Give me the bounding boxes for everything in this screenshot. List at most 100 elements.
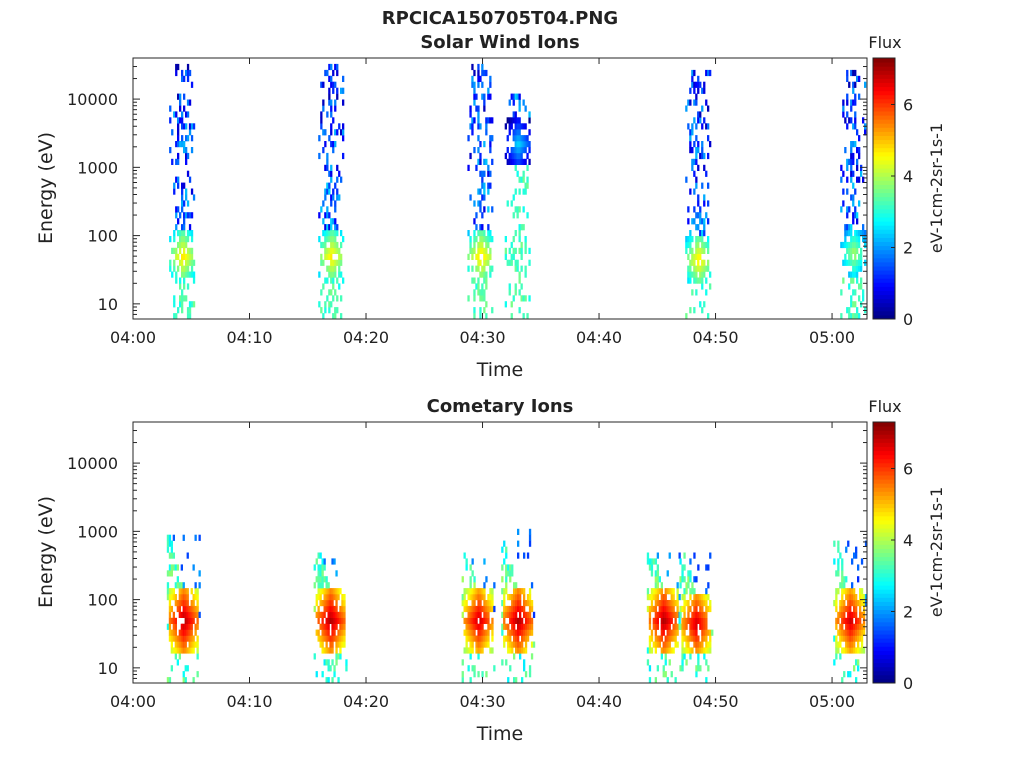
heatmap-cell [528,611,532,618]
heatmap-cell [683,552,686,559]
heatmap-cell [318,212,321,219]
heatmap-cell [320,117,323,124]
heatmap-cell [483,295,486,302]
colorbar-label: eV-1cm-2sr-1s-1 [927,487,946,617]
heatmap-cell [491,206,494,213]
heatmap-cell [177,176,180,183]
heatmap-cell [463,629,466,636]
heatmap-cell [842,111,845,118]
heatmap-cell [674,617,677,624]
colorbar-segment [873,670,895,676]
heatmap-cell [685,617,688,624]
heatmap-cell [477,283,480,290]
heatmap-cell [843,605,846,613]
heatmap-cells-solar-wind [169,63,867,320]
heatmap-cell [860,164,863,171]
heatmap-cell [656,623,659,630]
heatmap-cell [848,259,851,266]
heatmap-cell [326,182,329,189]
heatmap-cell [701,152,704,160]
heatmap-cell [475,588,478,595]
heatmap-cell [325,576,328,583]
heatmap-cell [687,617,690,624]
heatmap-cell [701,236,704,243]
heatmap-cell [326,164,329,171]
heatmap-cell [839,629,842,636]
heatmap-cell [179,295,182,302]
heatmap-cell [835,588,838,595]
heatmap-cell [471,635,474,642]
heatmap-cell [182,647,185,654]
heatmap-cell [518,277,521,284]
heatmap-cell [181,135,184,142]
heatmap-cell [701,277,704,284]
heatmap-cell [844,241,847,249]
heatmap-cell [707,594,710,601]
heatmap-cell [337,653,340,660]
heatmap-cell [707,241,710,249]
heatmap-cell [650,570,654,577]
heatmap-cell [188,123,192,130]
panel-solar-wind: Solar Wind Ions 04:00 04:10 04:20 04:30 04:4… [35,32,946,381]
heatmap-cell [518,123,521,130]
heatmap-cell [859,647,862,654]
heatmap-cell [862,117,865,124]
heatmap-cell [521,588,524,595]
heatmap-cell [685,641,688,648]
heatmap-cell [670,647,673,654]
heatmap-cell [695,135,698,142]
heatmap-cell [477,629,480,636]
heatmap-cell [691,582,694,589]
heatmap-cell [317,635,320,642]
heatmap-cell [179,212,182,219]
heatmap-cell [528,605,532,613]
heatmap-cell [689,147,692,154]
heatmap-cell [699,594,702,601]
heatmap-cell [850,253,853,260]
heatmap-cell [512,135,515,142]
heatmap-cell [174,564,177,571]
heatmap-cell [493,605,496,613]
heatmap-cell [852,241,855,249]
heatmap-cell [461,594,464,601]
colorbar-segment [873,528,895,533]
heatmap-cell [666,635,669,642]
heatmap-cell [862,617,866,624]
heatmap-cell [324,129,327,136]
heatmap-cell [837,611,840,618]
heatmap-cell [681,594,684,601]
heatmap-cell [477,647,480,654]
heatmap-cell [685,105,688,112]
heatmap-cell [178,635,181,642]
heatmap-cell [505,564,508,571]
heatmap-cell [173,111,176,118]
heatmap-cell [465,600,468,607]
heatmap-cell [467,135,470,142]
heatmap-cell [479,230,482,237]
heatmap-cell [177,230,180,237]
heatmap-cell [479,170,482,177]
heatmap-cell [325,588,328,595]
heatmap-cell [319,582,322,589]
heatmap-cell [854,117,857,124]
heatmap-cell [517,528,520,535]
heatmap-cell [855,629,858,636]
heatmap-cell [699,152,702,160]
heatmap-cell [860,600,864,607]
heatmap-cell [168,623,172,630]
heatmap-cell [514,164,517,171]
heatmap-cell [196,653,199,660]
heatmap-cell [691,218,694,225]
heatmap-cell [186,69,190,77]
heatmap-cell [526,617,530,624]
heatmap-cell [681,617,684,624]
heatmap-cell [513,623,516,630]
heatmap-cell [465,564,468,571]
heatmap-cell [186,75,190,82]
heatmap-cell [864,594,868,601]
colorbar-segment [873,556,895,562]
heatmap-cell [473,576,476,583]
heatmap-cell [687,611,690,618]
heatmap-cell [844,147,847,154]
